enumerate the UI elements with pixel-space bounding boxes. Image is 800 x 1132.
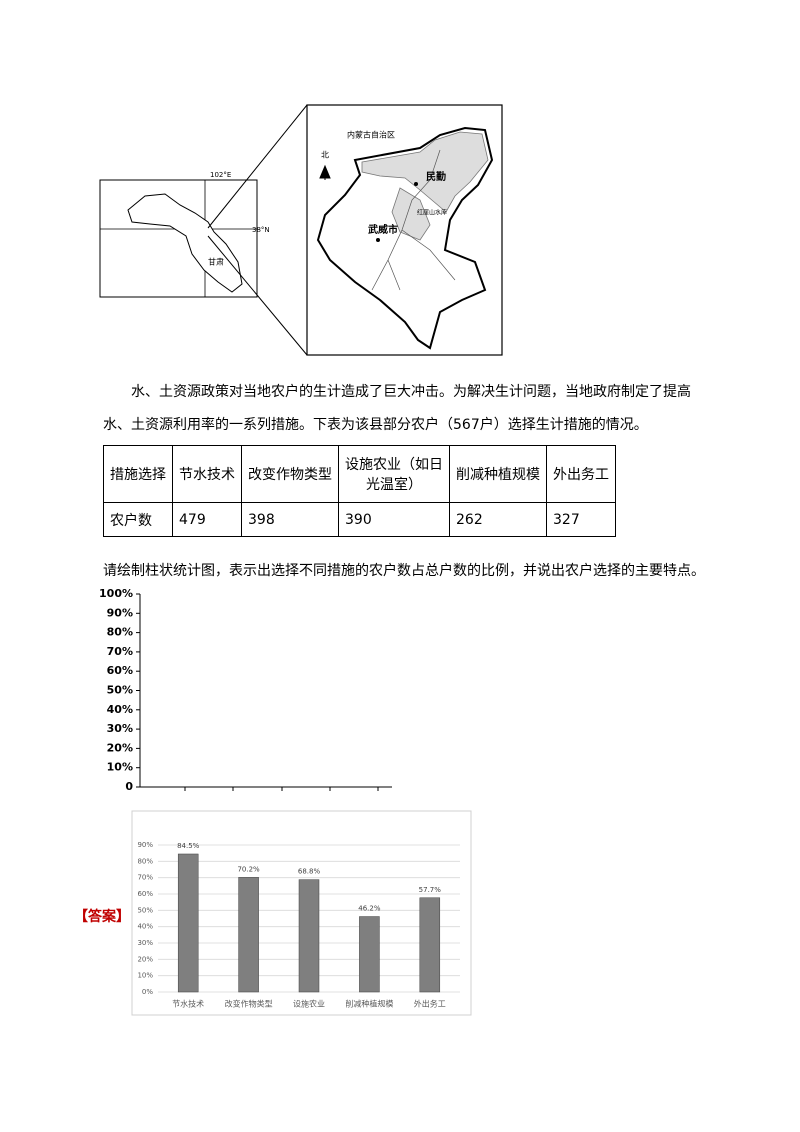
map-label: 内蒙古自治区 <box>347 130 395 140</box>
map-label: 甘肃 <box>208 257 224 267</box>
y-tick-label: 60% <box>137 890 153 898</box>
y-tick-label: 20% <box>107 741 133 754</box>
table-cell: 390 <box>338 502 450 537</box>
y-tick-label: 30% <box>107 722 133 735</box>
question: 请绘制柱状统计图，表示出选择不同措施的农户数占总户数的比例，并说出农户选择的主要… <box>103 563 705 579</box>
table: 措施选择 节水技术 改变作物类型 设施农业（如日光温室） 削减种植规模 外出务工… <box>103 445 616 537</box>
y-tick-label: 0% <box>142 988 153 996</box>
small-map: 102°E 38°N 甘肃 <box>99 104 308 356</box>
table-cell: 节水技术 <box>172 445 242 503</box>
table-cell: 398 <box>241 502 339 537</box>
data-label: 46.2% <box>358 905 381 913</box>
x-tick-label: 改变作物类型 <box>225 999 273 1009</box>
x-tick-label: 削减种植规模 <box>345 999 393 1009</box>
x-tick-label: 设施农业 <box>293 999 325 1009</box>
bar <box>419 897 441 993</box>
large-map: 北 内蒙古自治区 民勤 武威市 红崖山水库 <box>306 104 503 356</box>
y-tick-label: 30% <box>137 939 153 947</box>
y-tick-label: 0 <box>125 780 133 793</box>
y-tick-label: 70% <box>137 874 153 882</box>
y-tick-label: 90% <box>107 606 133 619</box>
table-cell: 设施农业（如日光温室） <box>338 445 450 503</box>
bar <box>177 853 199 993</box>
map-label: 北 <box>321 151 329 160</box>
y-tick-label: 40% <box>107 703 133 716</box>
table-cell: 外出务工 <box>546 445 616 503</box>
y-tick-label: 60% <box>107 664 133 677</box>
table-cell: 327 <box>546 502 616 537</box>
map-label: 102°E <box>210 171 231 179</box>
y-tick-label: 80% <box>107 626 133 639</box>
y-tick-label: 10% <box>137 972 153 980</box>
bar <box>359 916 380 993</box>
data-label: 70.2% <box>237 865 260 873</box>
y-tick-label: 100% <box>99 587 133 600</box>
x-tick-label: 外出务工 <box>414 999 446 1009</box>
blank-axis <box>139 594 392 791</box>
table-cell: 262 <box>449 502 547 537</box>
y-tick-label: 20% <box>137 955 153 963</box>
map-label: 38°N <box>252 226 270 234</box>
x-tick-label: 节水技术 <box>172 999 204 1009</box>
data-label: 57.7% <box>419 886 442 894</box>
map-label: 红崖山水库 <box>417 209 447 217</box>
y-tick-label: 90% <box>137 841 153 849</box>
bar <box>298 879 320 993</box>
table-cell: 农户数 <box>103 502 173 537</box>
map-label: 武威市 <box>368 223 398 236</box>
paragraph: 水、土资源政策对当地农户的生计造成了巨大冲击。为解决生计问题，当地政府制定了提高… <box>103 384 691 433</box>
y-tick-label: 80% <box>137 857 153 865</box>
y-tick-label: 50% <box>107 684 133 697</box>
data-label: 84.5% <box>177 842 200 850</box>
y-tick-label: 10% <box>107 761 133 774</box>
y-tick-label: 40% <box>137 923 153 931</box>
table-cell: 479 <box>172 502 242 537</box>
y-tick-label: 50% <box>137 906 153 914</box>
bar <box>238 877 259 993</box>
data-label: 68.8% <box>298 868 321 876</box>
table-cell: 措施选择 <box>103 445 173 503</box>
map-label: 民勤 <box>426 170 446 183</box>
answer-label: 【答案】 <box>74 909 130 925</box>
y-tick-label: 70% <box>107 645 133 658</box>
table-cell: 削减种植规模 <box>449 445 547 503</box>
table-cell: 改变作物类型 <box>241 445 339 503</box>
